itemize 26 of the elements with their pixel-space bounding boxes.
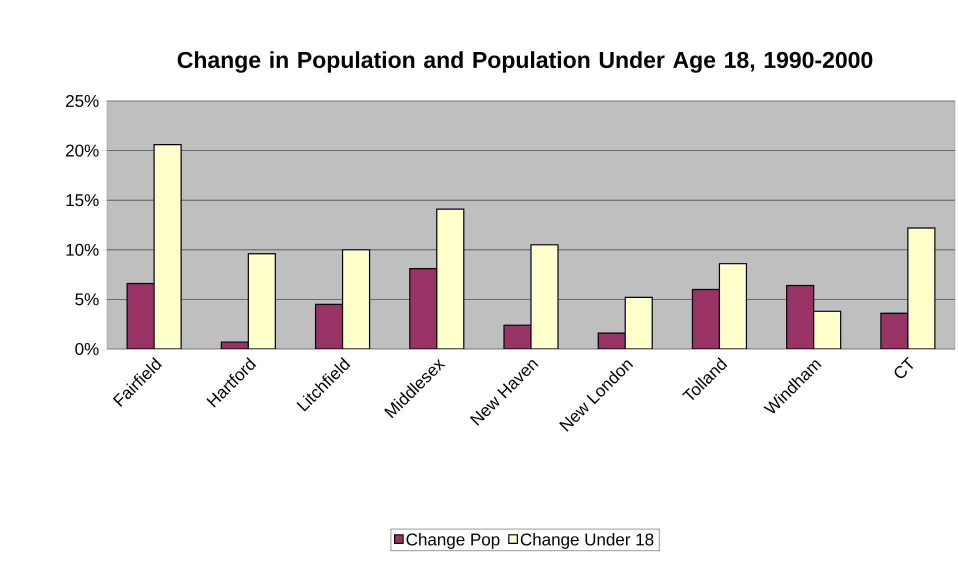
bar bbox=[625, 297, 652, 349]
legend-label: Change Pop bbox=[406, 533, 500, 549]
y-tick-label: 10% bbox=[66, 244, 99, 256]
bar bbox=[504, 325, 532, 349]
y-tick-label: 15% bbox=[66, 194, 99, 206]
bar bbox=[410, 268, 437, 349]
bar bbox=[127, 284, 154, 349]
bar bbox=[248, 254, 276, 349]
bar bbox=[154, 144, 182, 349]
bar bbox=[692, 289, 720, 349]
y-tick-label: 5% bbox=[75, 293, 99, 306]
bar bbox=[880, 312, 908, 349]
bar bbox=[316, 304, 343, 349]
bar bbox=[786, 286, 814, 349]
bar bbox=[719, 264, 746, 349]
bar bbox=[531, 244, 558, 349]
y-tick-label: 25% bbox=[66, 94, 99, 108]
y-tick-label: 20% bbox=[66, 144, 99, 157]
chart-title: Change in Population and Population Under Age 18, 1990-2000 bbox=[178, 51, 872, 73]
legend-label: Change Under 18 bbox=[520, 533, 654, 549]
y-tick-label: 0% bbox=[75, 342, 99, 356]
bar bbox=[814, 311, 841, 349]
x-tick-label: CT bbox=[894, 356, 914, 378]
bar bbox=[342, 250, 370, 349]
bar bbox=[907, 227, 936, 349]
bar bbox=[436, 209, 464, 349]
